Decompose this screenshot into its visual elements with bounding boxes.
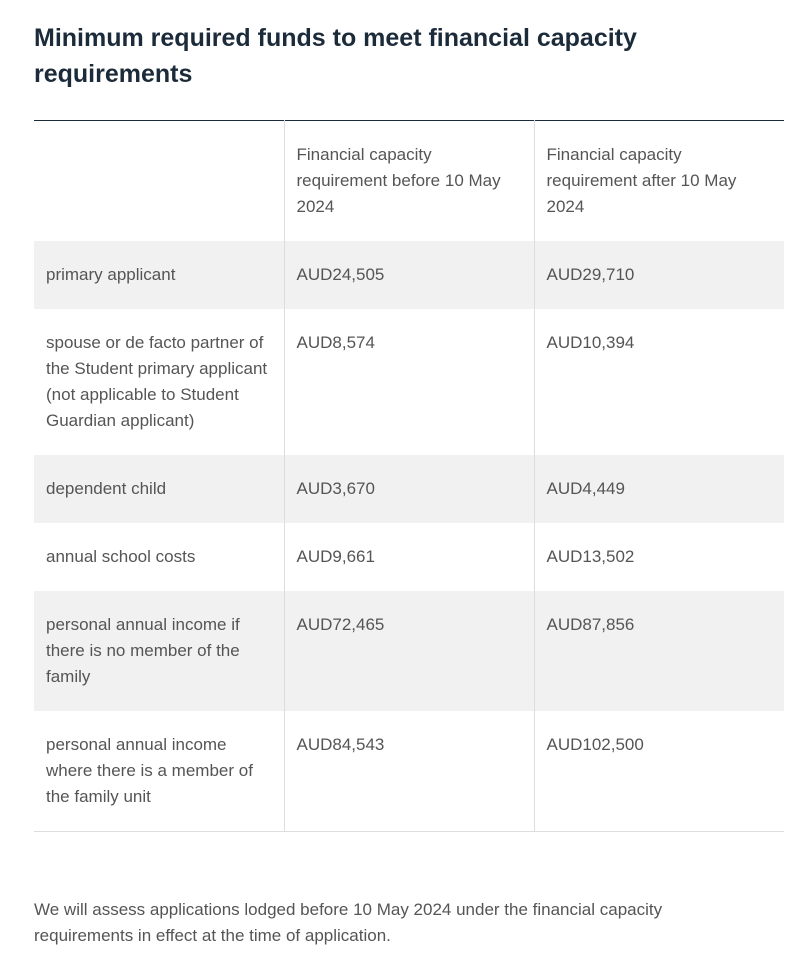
table-cell: AUD3,670: [283, 455, 534, 523]
heading: Minimum required funds to meet financial…: [34, 24, 637, 88]
header-cell: Financial capacity requirement after 10 …: [533, 120, 784, 241]
table-cell: AUD10,394: [533, 309, 784, 455]
table-row: personal annual income where there is a …: [34, 711, 784, 832]
table-cell: AUD84,543: [283, 711, 534, 832]
table-row: annual school costs AUD9,661 AUD13,502: [34, 523, 784, 591]
table-row: personal annual income if there is no me…: [34, 591, 784, 711]
table-cell: primary applicant: [46, 265, 176, 284]
table-cell: AUD72,465: [283, 591, 534, 711]
table-cell: AUD102,500: [533, 711, 784, 832]
table-row: spouse or de facto partner of the Studen…: [34, 309, 784, 455]
note: We will assess applications lodged befor…: [34, 900, 663, 945]
header-row: Financial capacity requirement before 10…: [34, 120, 784, 242]
table-cell: spouse or de facto partner of the Studen…: [46, 333, 268, 430]
funds-table: Financial capacity requirement before 10…: [34, 120, 784, 832]
table-cell: AUD8,574: [283, 309, 534, 455]
table-cell: AUD24,505: [283, 241, 534, 309]
table-cell: AUD9,661: [283, 523, 534, 591]
table-cell: personal annual income if there is no me…: [46, 615, 240, 686]
table-cell: AUD4,449: [533, 455, 784, 523]
table-row: dependent child AUD3,670 AUD4,449: [34, 455, 784, 523]
table-cell: annual school costs: [46, 547, 196, 566]
table-cell: AUD13,502: [533, 523, 784, 591]
table-cell: AUD87,856: [533, 591, 784, 711]
table-cell: personal annual income where there is a …: [46, 735, 253, 806]
table-row: primary applicant AUD24,505 AUD29,710: [34, 241, 784, 309]
header-cell: Financial capacity requirement before 10…: [283, 120, 534, 241]
table-cell: AUD29,710: [533, 241, 784, 309]
header-cell: [34, 121, 284, 242]
table-cell: dependent child: [46, 479, 167, 498]
